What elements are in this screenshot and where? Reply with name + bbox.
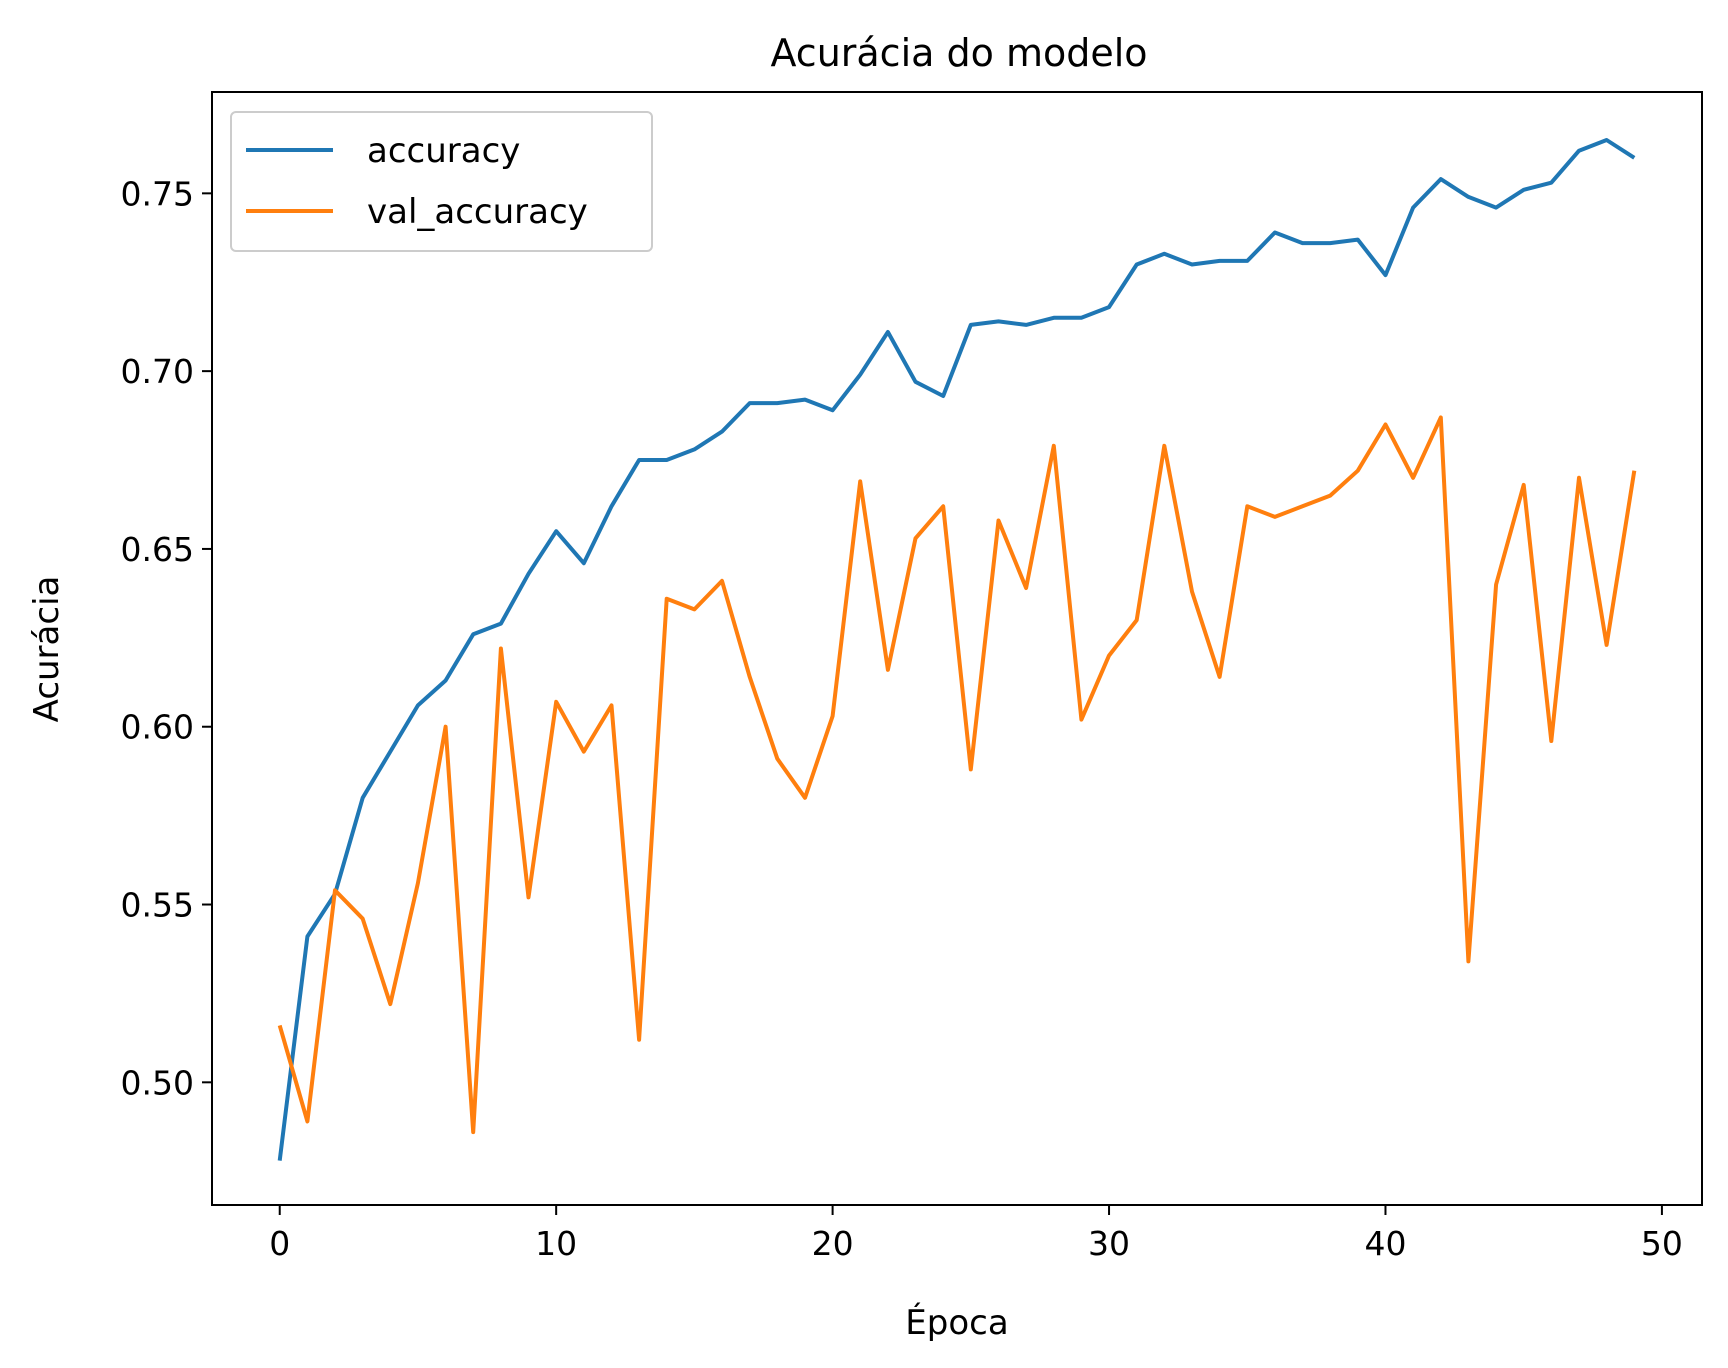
- y-tick-label: 0.55: [121, 886, 194, 925]
- chart-title: Acurácia do modelo: [770, 31, 1147, 75]
- legend: accuracy val_accuracy: [230, 111, 653, 252]
- plot-area: [211, 91, 1703, 1206]
- legend-label-accuracy: accuracy: [367, 131, 520, 171]
- x-axis: 0 10 20 30 40 50: [269, 1205, 1683, 1263]
- series-line-accuracy: [277, 138, 1636, 1161]
- series-line-val-accuracy: [277, 415, 1637, 1135]
- legend-label-val-accuracy: val_accuracy: [367, 192, 588, 232]
- y-tick-label: 0.50: [121, 1063, 194, 1102]
- y-axis-label: Acurácia: [27, 576, 67, 723]
- x-tick-label: 50: [1641, 1224, 1683, 1263]
- plot-frame: [211, 91, 1703, 1206]
- series-layer: [277, 138, 1637, 1161]
- y-tick-label: 0.60: [121, 708, 194, 747]
- y-tick-label: 0.75: [121, 174, 194, 213]
- y-axis: 0.50 0.55 0.60 0.65 0.70 0.75: [121, 174, 212, 1102]
- y-tick-label: 0.70: [121, 352, 194, 391]
- x-tick-label: 40: [1364, 1224, 1406, 1263]
- x-tick-label: 0: [269, 1224, 290, 1263]
- y-tick-label: 0.65: [121, 530, 194, 569]
- x-tick-label: 30: [1088, 1224, 1130, 1263]
- x-tick-label: 10: [535, 1224, 577, 1263]
- x-axis-label: Época: [905, 1302, 1008, 1343]
- x-tick-label: 20: [812, 1224, 854, 1263]
- legend-box: [230, 111, 653, 252]
